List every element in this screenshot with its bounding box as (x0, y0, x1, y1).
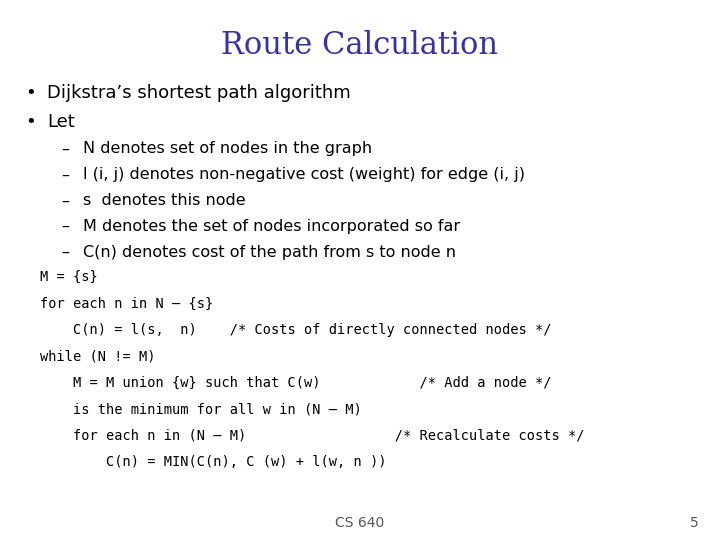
Text: –: – (61, 219, 69, 234)
Text: s  denotes this node: s denotes this node (83, 193, 246, 208)
Text: •: • (25, 84, 36, 102)
Text: –: – (61, 167, 69, 183)
Text: Route Calculation: Route Calculation (222, 30, 498, 60)
Text: for each n in (N – M)                  /* Recalculate costs */: for each n in (N – M) /* Recalculate cos… (40, 429, 584, 443)
Text: –: – (61, 141, 69, 157)
Text: M = M union {w} such that C(w)            /* Add a node */: M = M union {w} such that C(w) /* Add a … (40, 376, 551, 390)
Text: M = {s}: M = {s} (40, 270, 97, 284)
Text: M denotes the set of nodes incorporated so far: M denotes the set of nodes incorporated … (83, 219, 460, 234)
Text: is the minimum for all w in (N – M): is the minimum for all w in (N – M) (40, 402, 361, 416)
Text: C(n) = MIN(C(n), C (w) + l(w, n )): C(n) = MIN(C(n), C (w) + l(w, n )) (40, 455, 386, 469)
Text: while (N != M): while (N != M) (40, 349, 155, 363)
Text: Let: Let (47, 113, 75, 131)
Text: N denotes set of nodes in the graph: N denotes set of nodes in the graph (83, 141, 372, 157)
Text: C(n) denotes cost of the path from s to node n: C(n) denotes cost of the path from s to … (83, 245, 456, 260)
Text: •: • (25, 113, 36, 131)
Text: CS 640: CS 640 (336, 516, 384, 530)
Text: for each n in N – {s}: for each n in N – {s} (40, 296, 213, 310)
Text: l (i, j) denotes non-negative cost (weight) for edge (i, j): l (i, j) denotes non-negative cost (weig… (83, 167, 525, 183)
Text: –: – (61, 193, 69, 208)
Text: C(n) = l(s,  n)    /* Costs of directly connected nodes */: C(n) = l(s, n) /* Costs of directly conn… (40, 323, 551, 337)
Text: Dijkstra’s shortest path algorithm: Dijkstra’s shortest path algorithm (47, 84, 351, 102)
Text: 5: 5 (690, 516, 698, 530)
Text: –: – (61, 245, 69, 260)
